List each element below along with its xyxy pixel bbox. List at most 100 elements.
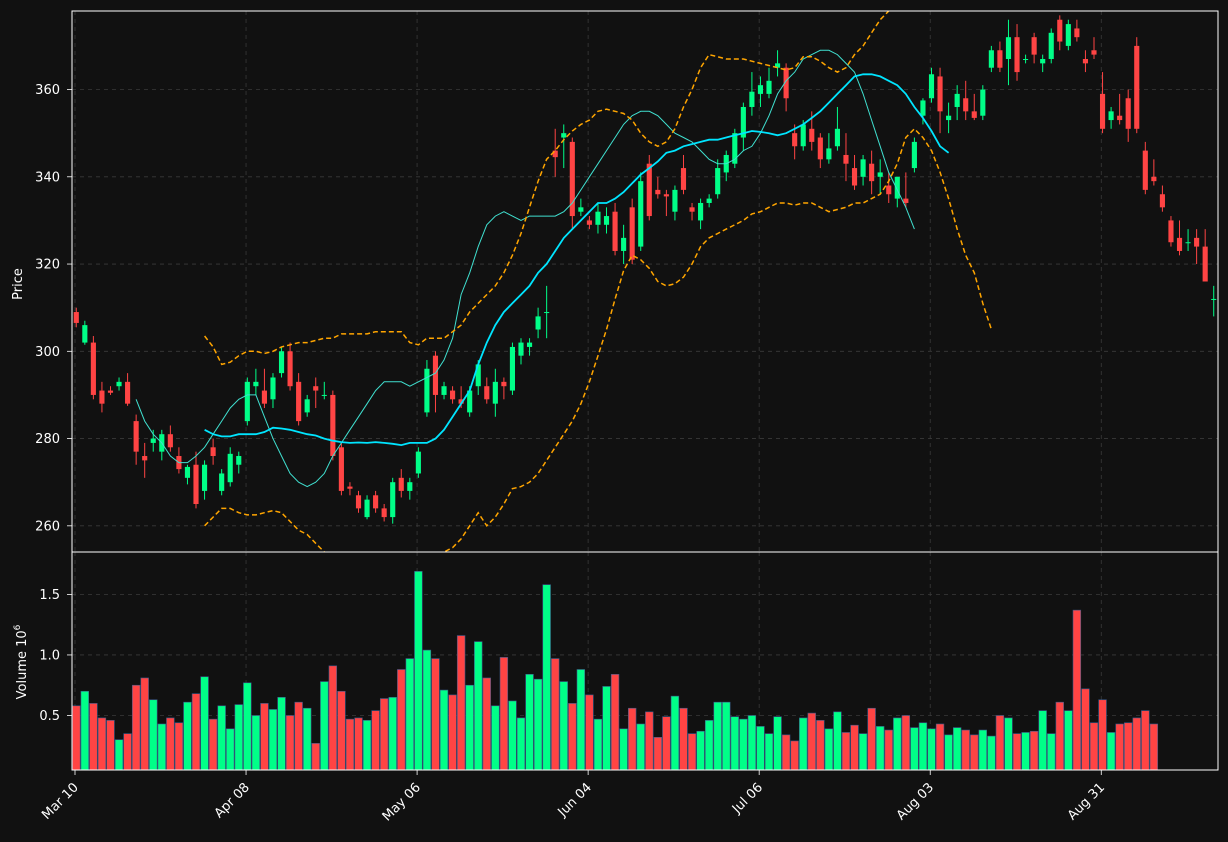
volume-bar bbox=[183, 701, 192, 770]
volume-bar bbox=[465, 684, 474, 770]
candle-body bbox=[253, 381, 259, 387]
volume-bar bbox=[576, 669, 586, 770]
candle-body bbox=[757, 85, 764, 94]
candle-body bbox=[552, 150, 558, 158]
volume-bar bbox=[858, 733, 868, 770]
candle-body bbox=[638, 181, 644, 247]
candle-body bbox=[826, 148, 832, 160]
volume-bar bbox=[414, 571, 423, 770]
candle-body bbox=[484, 386, 490, 400]
candle-body bbox=[792, 133, 798, 147]
candle-body bbox=[313, 386, 319, 391]
candle-body bbox=[1159, 194, 1165, 208]
candle-body bbox=[1151, 176, 1157, 182]
volume-bar bbox=[354, 717, 363, 770]
volume-bar bbox=[610, 674, 620, 770]
volume-bar bbox=[747, 715, 757, 770]
volume-bar bbox=[268, 709, 278, 770]
candle-body bbox=[817, 137, 823, 160]
volume-bar bbox=[952, 727, 962, 770]
candle-body bbox=[544, 312, 550, 314]
volume-bar bbox=[756, 726, 765, 770]
volume-bar bbox=[439, 689, 449, 770]
volume-bar bbox=[371, 710, 380, 770]
volume-bar bbox=[491, 705, 500, 770]
candle-body bbox=[90, 342, 96, 395]
candle-body bbox=[706, 198, 712, 203]
volume-bar bbox=[149, 699, 158, 770]
candle-body bbox=[1005, 37, 1012, 59]
candle-body bbox=[903, 198, 909, 203]
candle-body bbox=[458, 399, 464, 404]
candle-body bbox=[1176, 237, 1183, 251]
candle-body bbox=[911, 141, 917, 169]
volume-bar bbox=[1132, 717, 1141, 770]
candle-body bbox=[843, 154, 849, 164]
candle-body bbox=[261, 390, 267, 404]
candle-body bbox=[441, 386, 447, 395]
candle-body bbox=[1125, 98, 1131, 129]
candle-body bbox=[1057, 19, 1063, 42]
bollinger-lower-line bbox=[204, 127, 993, 552]
candle-body bbox=[82, 325, 88, 343]
volume-bar bbox=[790, 740, 799, 770]
volume-bar bbox=[944, 734, 953, 770]
candle-body bbox=[116, 381, 122, 387]
volume-bar bbox=[1021, 732, 1030, 770]
volume-bar bbox=[345, 718, 355, 770]
volume-bar bbox=[140, 677, 149, 770]
volume-bar bbox=[884, 729, 893, 770]
candle-body bbox=[860, 159, 866, 177]
volume-bar bbox=[114, 739, 124, 770]
volume-bar bbox=[1012, 733, 1022, 770]
candle-body bbox=[142, 456, 148, 461]
price-axis-label: Price bbox=[11, 268, 26, 300]
volume-bar bbox=[679, 707, 688, 770]
candle-body bbox=[928, 74, 935, 99]
candle-body bbox=[219, 473, 225, 491]
candle-body bbox=[586, 220, 592, 225]
candle-body bbox=[954, 93, 960, 107]
volume-bar bbox=[961, 729, 970, 770]
candle-body bbox=[886, 185, 892, 195]
volume-bar bbox=[474, 641, 483, 770]
volume-bar bbox=[850, 724, 859, 770]
candle-body bbox=[475, 364, 481, 387]
candle-body bbox=[672, 189, 678, 212]
candle-body bbox=[595, 211, 601, 225]
candle-body bbox=[971, 111, 977, 118]
volume-panel-border bbox=[71, 551, 1219, 771]
volume-bar bbox=[251, 715, 261, 770]
volume-bar bbox=[106, 720, 115, 770]
price-tick-label: 360 bbox=[35, 83, 60, 98]
candle-body bbox=[236, 456, 242, 465]
candle-body bbox=[227, 453, 233, 483]
volume-bar bbox=[645, 711, 654, 770]
volume-bar bbox=[978, 729, 987, 770]
volume-bar bbox=[422, 649, 432, 770]
volume-bar bbox=[653, 736, 663, 770]
candle-body bbox=[646, 163, 652, 217]
candle-body bbox=[988, 50, 994, 68]
candle-body bbox=[330, 394, 336, 457]
candle-body bbox=[509, 346, 516, 391]
candle-body bbox=[561, 133, 567, 138]
volume-bar bbox=[166, 717, 175, 770]
volume-bar bbox=[730, 716, 739, 770]
volume-bar bbox=[687, 733, 697, 770]
volume-bar bbox=[80, 690, 90, 770]
volume-bar bbox=[551, 658, 560, 770]
volume-bar bbox=[89, 703, 98, 770]
volume-bar bbox=[1038, 710, 1047, 770]
candle-body bbox=[1082, 58, 1089, 64]
candle-body bbox=[125, 381, 131, 404]
volume-bar bbox=[704, 720, 714, 770]
candle-body bbox=[424, 368, 430, 413]
volume-bar bbox=[713, 701, 722, 770]
volume-bar bbox=[619, 728, 628, 770]
candle-body bbox=[501, 381, 507, 387]
bollinger-upper-line bbox=[204, 11, 890, 366]
volume-bar bbox=[1141, 710, 1150, 770]
volume-tick-label: 1.5 bbox=[39, 588, 60, 603]
candle-body bbox=[1099, 93, 1106, 129]
